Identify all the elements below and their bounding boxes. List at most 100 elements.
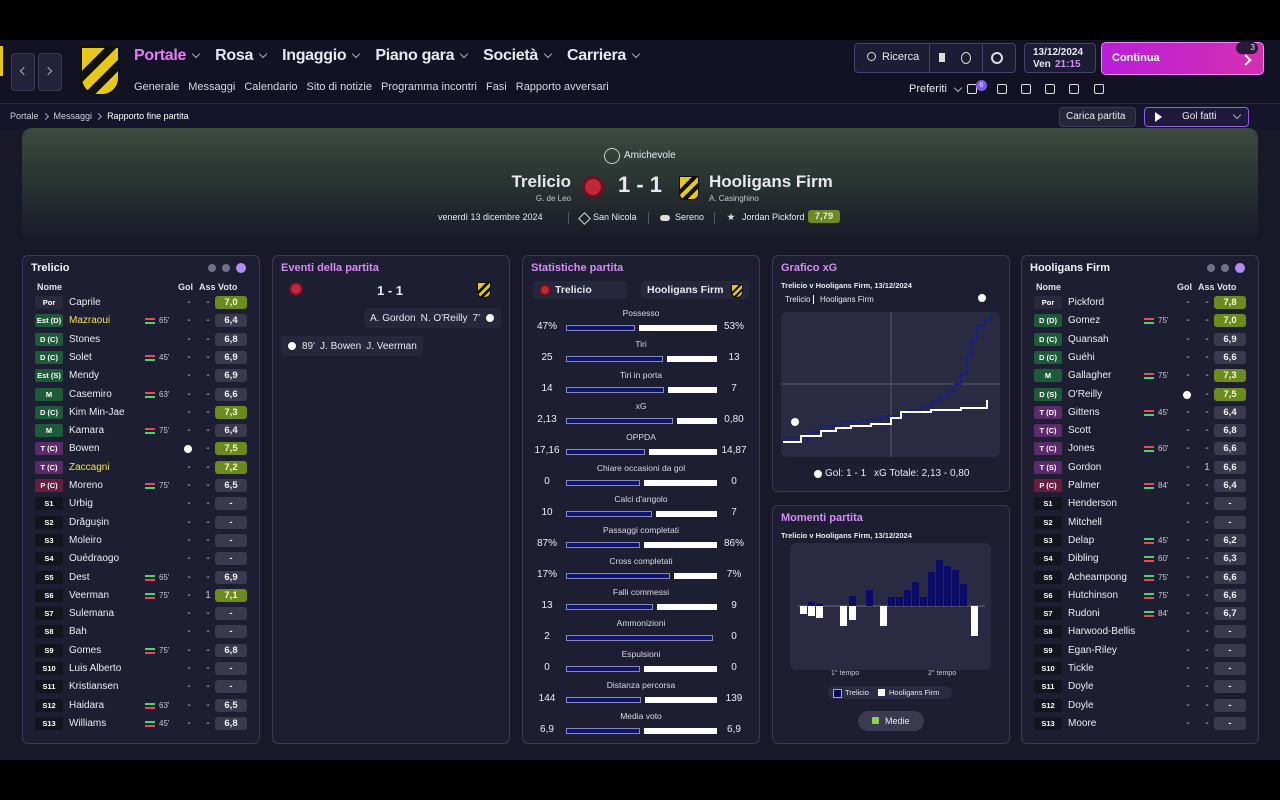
player-row[interactable]: P (C) Palmer 84' - -6,4 bbox=[1022, 477, 1258, 495]
player-name[interactable]: Dest bbox=[69, 571, 90, 583]
player-name[interactable]: Mitchell bbox=[1068, 516, 1102, 528]
player-name[interactable]: Tickle bbox=[1068, 663, 1094, 674]
player-row[interactable]: Est (D) Mazraoui 65' - -6,4 bbox=[23, 312, 259, 330]
player-row[interactable]: D (D) Gomez 75' - -7,0 bbox=[1022, 312, 1258, 330]
away-team[interactable]: Hooligans Firm bbox=[709, 172, 833, 191]
averages-button[interactable]: Medie bbox=[858, 711, 924, 731]
player-row[interactable]: D (C) Quansah - -6,9 bbox=[1022, 331, 1258, 349]
continue-button[interactable]: Continua 3 bbox=[1101, 42, 1264, 75]
favorite-icon[interactable] bbox=[1021, 84, 1031, 94]
favorite-icon[interactable] bbox=[997, 84, 1007, 94]
player-row[interactable]: S2 Drăgușin - - - bbox=[23, 514, 259, 532]
player-name[interactable]: Moleiro bbox=[69, 534, 102, 546]
player-row[interactable]: S9 Gomes 75' - -6,8 bbox=[23, 642, 259, 660]
player-row[interactable]: S6 Hutchinson 75' - -6,6 bbox=[1022, 587, 1258, 605]
player-row[interactable]: D (C) Solet 45' - -6,9 bbox=[23, 349, 259, 367]
player-name[interactable]: Bah bbox=[69, 626, 87, 638]
player-row[interactable]: S12 Haidara 63' - -6,5 bbox=[23, 697, 259, 715]
search-button[interactable]: Ricerca bbox=[882, 51, 920, 63]
submenu-item[interactable]: Sito di notizie bbox=[306, 81, 372, 93]
player-row[interactable]: T (C) Jones 60' - -6,6 bbox=[1022, 440, 1258, 458]
player-name[interactable]: Mazraoui bbox=[69, 315, 111, 327]
club-crest[interactable] bbox=[80, 46, 120, 96]
back-button[interactable] bbox=[11, 53, 35, 91]
player-name[interactable]: Egan-Riley bbox=[1068, 644, 1117, 656]
highlights-dropdown[interactable]: Gol fatti bbox=[1144, 107, 1249, 127]
player-row[interactable]: S10 Luis Alberto - - - bbox=[23, 660, 259, 678]
player-name[interactable]: Veerman bbox=[69, 589, 110, 601]
player-row[interactable]: S7 Sulemana - - - bbox=[23, 605, 259, 623]
load-match-button[interactable]: Carica partita bbox=[1059, 107, 1136, 127]
player-row[interactable]: S8 Harwood-Bellis - - - bbox=[1022, 623, 1258, 641]
player-name[interactable]: O'Reilly bbox=[1068, 388, 1103, 400]
player-row[interactable]: S9 Egan-Riley - - - bbox=[1022, 642, 1258, 660]
player-row[interactable]: S3 Moleiro - - - bbox=[23, 532, 259, 550]
player-name[interactable]: Scott bbox=[1068, 425, 1091, 437]
player-row[interactable]: S11 Kristiansen - - - bbox=[23, 678, 259, 696]
submenu-item[interactable]: Generale bbox=[134, 81, 180, 93]
player-row[interactable]: Por Caprile - -7,0 bbox=[23, 294, 259, 312]
player-name[interactable]: Jones bbox=[1068, 443, 1095, 455]
player-row[interactable]: S12 Doyle - - - bbox=[1022, 697, 1258, 715]
player-name[interactable]: Harwood-Bellis bbox=[1068, 626, 1136, 638]
page-dot[interactable] bbox=[236, 263, 246, 273]
player-name[interactable]: Sulemana bbox=[69, 608, 115, 620]
player-row[interactable]: T (D) Gittens 45' - -6,4 bbox=[1022, 404, 1258, 422]
player-row[interactable]: T (C) Bowen -7,5 bbox=[23, 440, 259, 458]
submenu-item[interactable]: Rapporto avversari bbox=[515, 81, 609, 93]
favorite-icon[interactable] bbox=[1045, 84, 1055, 94]
player-name[interactable]: Gittens bbox=[1068, 406, 1100, 418]
player-name[interactable]: Quansah bbox=[1068, 333, 1109, 345]
player-name[interactable]: Acheampong bbox=[1068, 571, 1127, 583]
page-dot[interactable] bbox=[1207, 264, 1215, 272]
player-name[interactable]: Stones bbox=[69, 333, 101, 345]
player-of-match[interactable]: Jordan Pickford bbox=[742, 212, 805, 222]
breadcrumb-item[interactable]: Portale bbox=[10, 111, 39, 121]
home-team[interactable]: Trelicio bbox=[511, 172, 571, 191]
player-name[interactable]: Moore bbox=[1068, 717, 1097, 729]
player-row[interactable]: T (C) Scott - -6,8 bbox=[1022, 422, 1258, 440]
player-name[interactable]: Urbig bbox=[69, 498, 93, 510]
player-name[interactable]: Kristiansen bbox=[69, 681, 119, 693]
staff-icon[interactable] bbox=[961, 52, 971, 64]
player-name[interactable]: Kim Min-Jae bbox=[69, 406, 125, 418]
player-name[interactable]: Gordon bbox=[1068, 461, 1102, 473]
player-row[interactable]: S1 Henderson - - - bbox=[1022, 495, 1258, 513]
event[interactable]: 89' J. Bowen J. Veerman bbox=[281, 336, 423, 356]
player-row[interactable]: D (S) O'Reilly -7,5 bbox=[1022, 386, 1258, 404]
breadcrumb-item[interactable]: Messaggi bbox=[53, 111, 93, 121]
player-name[interactable]: Casemiro bbox=[69, 388, 112, 400]
player-name[interactable]: Luis Alberto bbox=[69, 663, 122, 674]
player-row[interactable]: D (C) Kim Min-Jae - -7,3 bbox=[23, 404, 259, 422]
submenu-item[interactable]: Messaggi bbox=[188, 81, 236, 93]
player-name[interactable]: Pickford bbox=[1068, 297, 1105, 308]
player-name[interactable]: Gomes bbox=[69, 644, 102, 656]
favorite-icon[interactable] bbox=[1094, 84, 1104, 94]
submenu-item[interactable]: Fasi bbox=[485, 81, 507, 93]
player-name[interactable]: Caprile bbox=[69, 297, 101, 308]
player-row[interactable]: Est (S) Mendy - -6,9 bbox=[23, 367, 259, 385]
player-row[interactable]: S13 Williams 45' - -6,8 bbox=[23, 715, 259, 733]
player-row[interactable]: D (C) Stones - -6,8 bbox=[23, 331, 259, 349]
player-row[interactable]: S1 Urbig - - - bbox=[23, 495, 259, 513]
event[interactable]: A. Gordon N. O'Reilly 7' bbox=[364, 308, 501, 328]
player-row[interactable]: S5 Acheampong 75' - -6,6 bbox=[1022, 569, 1258, 587]
favorites-menu[interactable]: Preferiti bbox=[909, 83, 947, 95]
player-row[interactable]: S8 Bah - - - bbox=[23, 623, 259, 641]
player-row[interactable]: S4 Dibling 60' - -6,3 bbox=[1022, 550, 1258, 568]
player-row[interactable]: M Casemiro 63' - -6,6 bbox=[23, 386, 259, 404]
player-name[interactable]: Solet bbox=[69, 351, 92, 363]
player-name[interactable]: Dibling bbox=[1068, 553, 1099, 565]
player-row[interactable]: S4 Ouédraogo - - - bbox=[23, 550, 259, 568]
player-name[interactable]: Zaccagni bbox=[69, 461, 110, 473]
player-row[interactable]: Por Pickford - -7,8 bbox=[1022, 294, 1258, 312]
breadcrumb-item[interactable]: Rapporto fine partita bbox=[107, 111, 189, 121]
player-row[interactable]: S6 Veerman 75' - 1 7,1 bbox=[23, 587, 259, 605]
player-name[interactable]: Palmer bbox=[1068, 480, 1100, 491]
player-row[interactable]: S7 Rudoni 84' - -6,7 bbox=[1022, 605, 1258, 623]
player-row[interactable]: S13 Moore - - - bbox=[1022, 715, 1258, 733]
menu-item[interactable]: Ingaggio bbox=[282, 47, 361, 65]
player-name[interactable]: Moreno bbox=[69, 480, 103, 491]
player-row[interactable]: S11 Doyle - - - bbox=[1022, 678, 1258, 696]
player-name[interactable]: Hutchinson bbox=[1068, 589, 1119, 601]
